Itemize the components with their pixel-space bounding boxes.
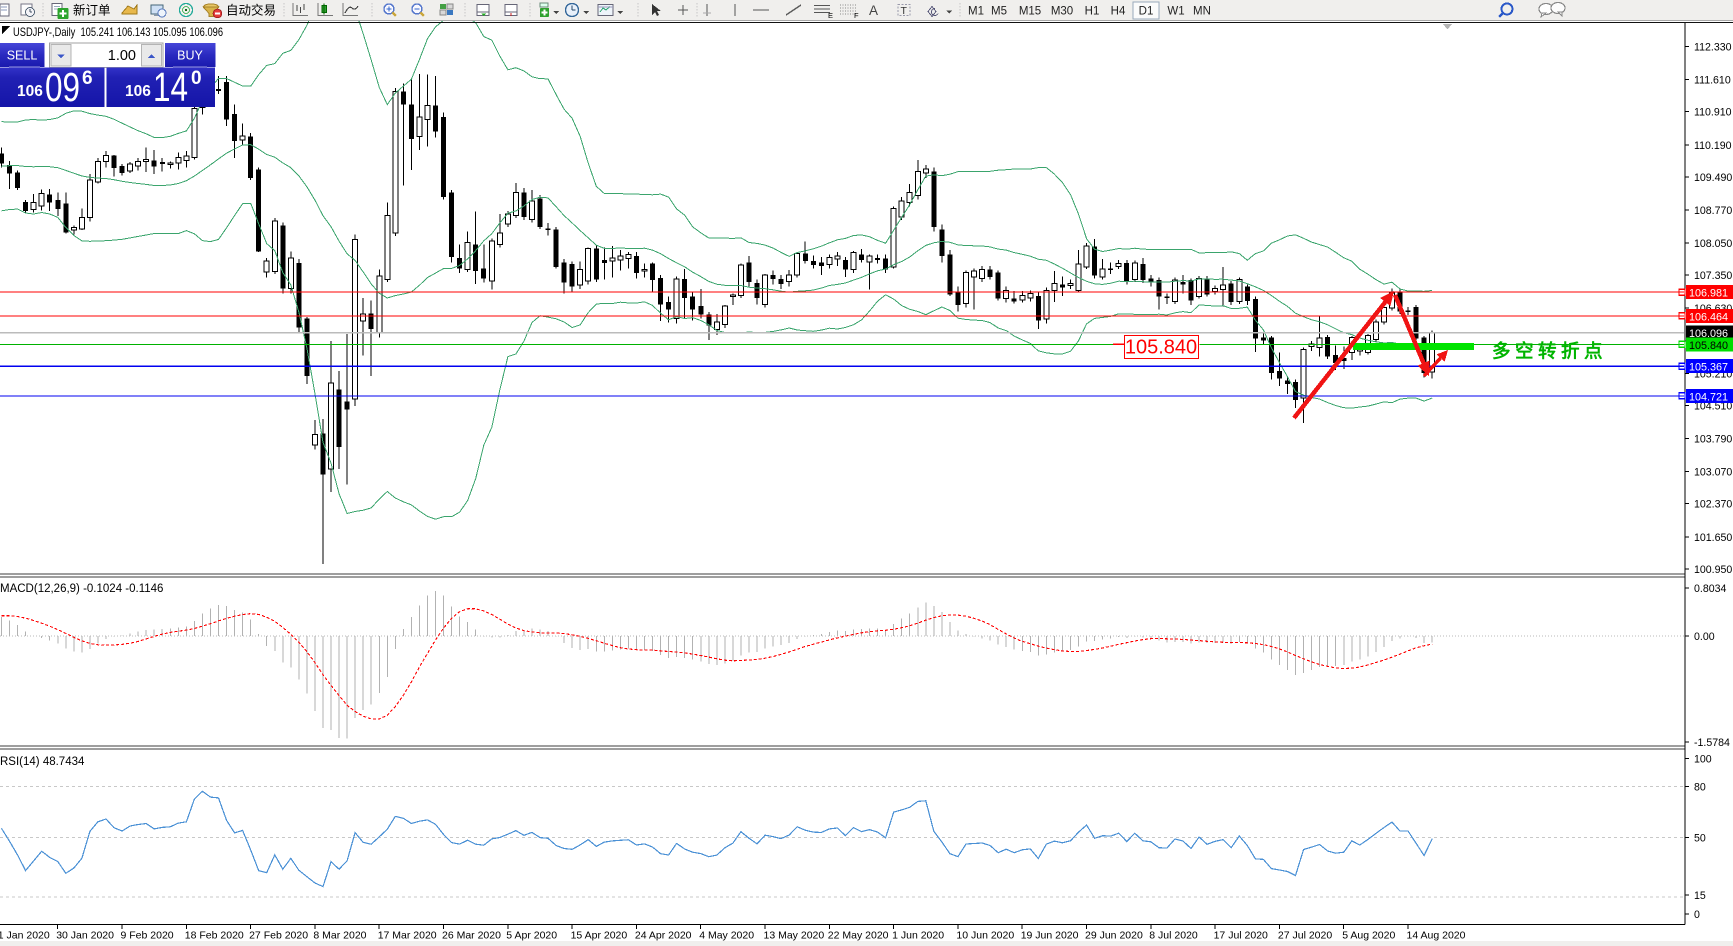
svg-text:24 Apr 2020: 24 Apr 2020 (635, 930, 692, 942)
svg-text:50: 50 (1694, 832, 1706, 844)
svg-text:106.464: 106.464 (1689, 311, 1728, 323)
svg-text:101.650: 101.650 (1694, 532, 1732, 544)
svg-text:14 Aug 2020: 14 Aug 2020 (1407, 930, 1466, 942)
svg-text:5 Apr 2020: 5 Apr 2020 (506, 930, 557, 942)
svg-text:8 Jul 2020: 8 Jul 2020 (1149, 930, 1198, 942)
svg-text:多空转折点: 多空转折点 (1492, 341, 1607, 362)
svg-text:H4: H4 (1111, 6, 1126, 18)
svg-text:USDJPY-,Daily 105.241 106.143: USDJPY-,Daily 105.241 106.143 105.095 10… (13, 25, 223, 39)
svg-text:MN: MN (1193, 6, 1211, 18)
svg-text:15 Apr 2020: 15 Apr 2020 (571, 930, 628, 942)
svg-text:100.950: 100.950 (1694, 564, 1732, 576)
svg-text:104.510: 104.510 (1694, 401, 1732, 413)
svg-text:104.721: 104.721 (1689, 391, 1728, 403)
svg-text:110.190: 110.190 (1694, 140, 1732, 152)
svg-text:107.350: 107.350 (1694, 270, 1732, 282)
svg-text:30 Jan 2020: 30 Jan 2020 (56, 930, 114, 942)
svg-text:8 Mar 2020: 8 Mar 2020 (313, 930, 366, 942)
svg-text:22 May 2020: 22 May 2020 (828, 930, 889, 942)
svg-text:-1.5784: -1.5784 (1694, 737, 1730, 749)
svg-text:109.490: 109.490 (1694, 172, 1732, 184)
svg-text:0.00: 0.00 (1694, 631, 1715, 643)
svg-text:17 Mar 2020: 17 Mar 2020 (378, 930, 437, 942)
svg-text:H1: H1 (1085, 6, 1100, 18)
svg-text:100: 100 (1694, 754, 1712, 766)
svg-text:W1: W1 (1167, 6, 1184, 18)
svg-text:自动交易: 自动交易 (226, 3, 276, 18)
svg-text:5 Aug 2020: 5 Aug 2020 (1342, 930, 1395, 942)
svg-text:MACD(12,26,9) -0.1024 -0.1146: MACD(12,26,9) -0.1024 -0.1146 (0, 583, 163, 595)
svg-text:108.050: 108.050 (1694, 238, 1732, 250)
svg-text:T: T (901, 5, 908, 17)
svg-text:0.8034: 0.8034 (1694, 583, 1727, 595)
svg-text:新订单: 新订单 (73, 3, 111, 18)
svg-text:106.981: 106.981 (1689, 288, 1728, 300)
svg-text:13 May 2020: 13 May 2020 (764, 930, 825, 942)
svg-text:1.00: 1.00 (108, 48, 136, 64)
svg-text:102.370: 102.370 (1694, 499, 1732, 511)
svg-text:29 Jun 2020: 29 Jun 2020 (1085, 930, 1143, 942)
svg-text:103.070: 103.070 (1694, 467, 1732, 479)
svg-text:E: E (828, 11, 833, 20)
svg-text:0: 0 (1694, 909, 1700, 921)
svg-text:108.770: 108.770 (1694, 205, 1732, 217)
svg-text:106.096: 106.096 (1689, 328, 1728, 340)
svg-text:106: 106 (17, 83, 43, 100)
svg-text:M30: M30 (1051, 6, 1073, 18)
svg-text:10 Jun 2020: 10 Jun 2020 (956, 930, 1014, 942)
svg-text:21 Jan 2020: 21 Jan 2020 (0, 930, 50, 942)
svg-text:M15: M15 (1019, 6, 1041, 18)
svg-text:19 Jun 2020: 19 Jun 2020 (1021, 930, 1079, 942)
svg-text:6: 6 (82, 68, 93, 89)
svg-text:111.610: 111.610 (1694, 75, 1731, 87)
svg-text:F: F (854, 11, 859, 20)
svg-text:RSI(14) 48.7434: RSI(14) 48.7434 (0, 756, 85, 768)
svg-text:103.790: 103.790 (1694, 434, 1732, 446)
svg-text:1 Jun 2020: 1 Jun 2020 (892, 930, 944, 942)
svg-text:4 May 2020: 4 May 2020 (699, 930, 754, 942)
svg-text:D1: D1 (1139, 6, 1154, 18)
svg-text:14: 14 (153, 64, 188, 110)
svg-text:27 Feb 2020: 27 Feb 2020 (249, 930, 308, 942)
svg-text:80: 80 (1694, 781, 1706, 793)
svg-text:15: 15 (1694, 890, 1706, 902)
svg-text:17 Jul 2020: 17 Jul 2020 (1214, 930, 1268, 942)
svg-text:0: 0 (191, 68, 202, 89)
svg-text:09: 09 (45, 64, 80, 110)
svg-text:26 Mar 2020: 26 Mar 2020 (442, 930, 501, 942)
svg-text:106: 106 (125, 83, 151, 100)
svg-text:SELL: SELL (7, 49, 38, 63)
svg-text:BUY: BUY (177, 49, 203, 63)
svg-text:112.330: 112.330 (1694, 42, 1732, 54)
svg-text:M1: M1 (968, 6, 984, 18)
svg-text:105.840: 105.840 (1125, 337, 1197, 359)
svg-text:105.367: 105.367 (1689, 362, 1728, 374)
svg-text:9 Feb 2020: 9 Feb 2020 (121, 930, 174, 942)
svg-text:110.910: 110.910 (1694, 107, 1732, 119)
svg-text:M5: M5 (991, 6, 1007, 18)
svg-text:27 Jul 2020: 27 Jul 2020 (1278, 930, 1332, 942)
svg-text:105.840: 105.840 (1689, 340, 1728, 352)
svg-text:18 Feb 2020: 18 Feb 2020 (185, 930, 244, 942)
svg-text:A: A (869, 3, 878, 18)
